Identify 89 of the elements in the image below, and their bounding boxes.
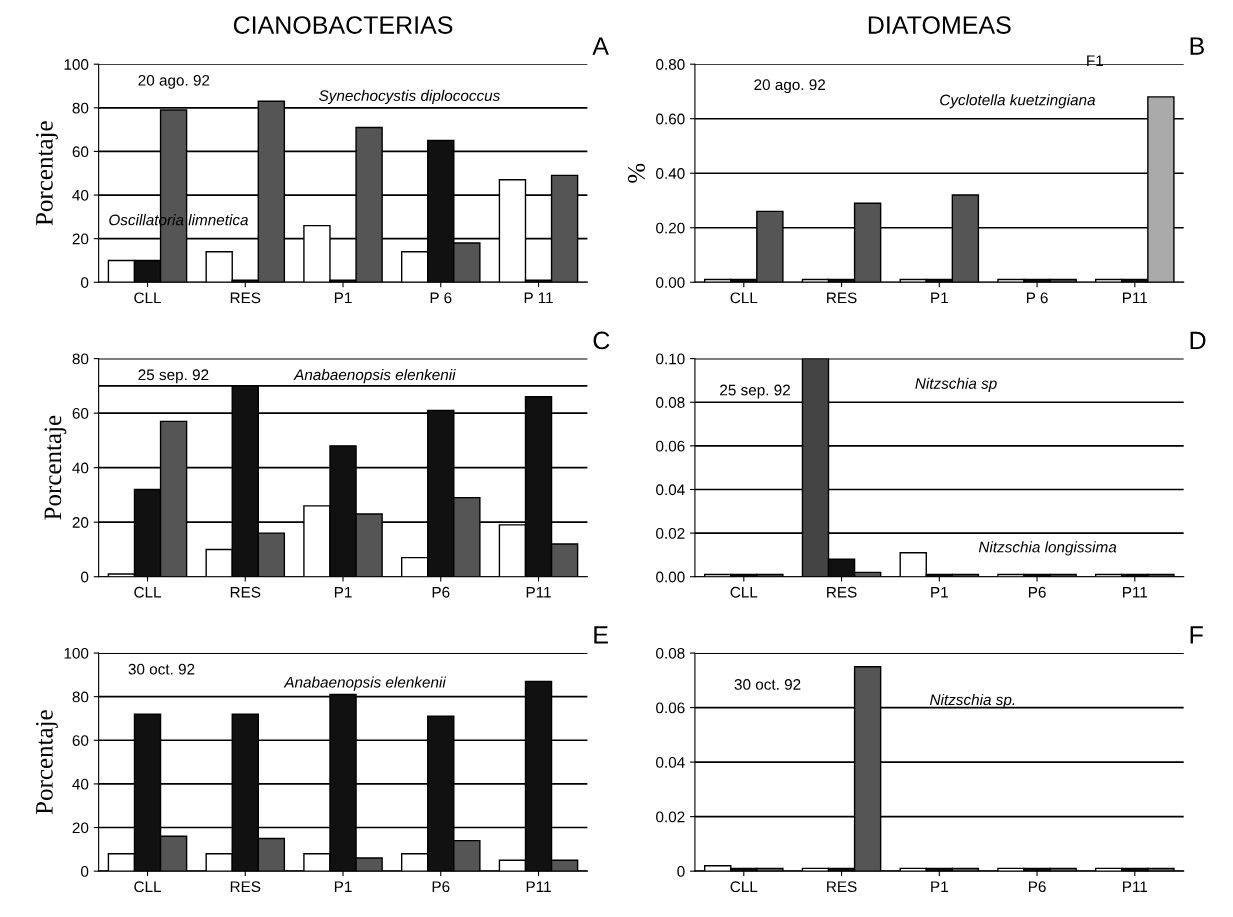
x-tick-label: P6: [1028, 881, 1046, 893]
annotation: Nitzschia sp: [915, 377, 997, 392]
x-tick-label: RES: [230, 881, 261, 893]
text: B: [1190, 37, 1204, 55]
y-tick-label: 0.00: [656, 571, 685, 583]
y-tick-label: 0.10: [656, 353, 685, 365]
y-axis-title: Porcentaje: [44, 415, 67, 520]
y-tick-label: 60: [72, 735, 89, 746]
y-tick-label: 0.00: [656, 277, 685, 288]
x-tick-label: P1: [931, 881, 948, 892]
x-tick-label: P 6: [1026, 292, 1048, 304]
y-tick-label: 20: [72, 517, 89, 528]
y-tick-label: 0.04: [656, 484, 685, 496]
text: C: [593, 331, 610, 350]
annotation: Nitzschia sp.: [930, 693, 1015, 709]
x-tick-label: CLL: [730, 292, 758, 304]
y-tick-label: 80: [72, 353, 89, 365]
y-tick-label: 40: [72, 462, 89, 474]
x-tick-label: CLL: [134, 292, 162, 304]
y-tick-label: 20: [72, 822, 89, 834]
y-tick-label: 0.06: [656, 702, 685, 714]
x-tick-label: P1: [931, 292, 948, 304]
y-tick-label: 0: [81, 571, 89, 583]
x-tick-label: P11: [526, 881, 551, 892]
y-tick-label: 60: [72, 408, 89, 419]
x-tick-label: RES: [230, 586, 261, 598]
annotation: 25 sep. 92: [138, 369, 209, 384]
text: D: [1190, 331, 1206, 350]
y-tick-label: 0.80: [656, 59, 685, 70]
x-tick-label: P 11: [524, 292, 553, 304]
y-tick-label: 40: [72, 778, 89, 790]
y-tick-label: 0.40: [656, 168, 685, 179]
x-tick-label: RES: [827, 292, 857, 304]
y-tick-label: 0.02: [656, 811, 685, 823]
annotation: 30 oct. 92: [128, 663, 195, 675]
text: E: [594, 626, 608, 644]
x-tick-label: P6: [432, 586, 450, 598]
x-tick-label: P11: [1123, 881, 1148, 892]
annotation: Cyclotella kuetzingiana: [940, 94, 1096, 109]
y-tick-label: 80: [72, 102, 89, 114]
y-tick-label: 20: [72, 233, 89, 245]
x-tick-label: P 6: [430, 292, 452, 304]
y-tick-label: 0.60: [656, 113, 685, 125]
y-tick-label: 0.06: [656, 440, 685, 452]
y-axis-title: Porcentaje: [36, 121, 58, 226]
y-tick-label: 0: [677, 866, 685, 877]
y-tick-label: 0.08: [656, 397, 685, 408]
y-axis-title: Porcentaje: [36, 710, 58, 815]
x-tick-label: P1: [334, 587, 352, 598]
y-tick-label: 0.02: [656, 527, 685, 539]
y-tick-label: 0.08: [656, 647, 685, 659]
x-tick-label: RES: [230, 292, 261, 304]
x-tick-label: CLL: [134, 586, 162, 598]
text: F: [1190, 626, 1203, 644]
annotation: 20 ago. 92: [138, 74, 210, 89]
annotation: 30 oct. 92: [734, 679, 801, 690]
y-tick-label: 0.20: [656, 222, 685, 234]
x-tick-label: P6: [1028, 586, 1046, 598]
x-tick-label: CLL: [730, 586, 758, 598]
y-tick-label: 100: [64, 647, 89, 659]
chart-title: DIATOMEAS: [868, 16, 1011, 34]
y-axis-title: %: [627, 163, 645, 183]
annotation: F1: [1087, 55, 1104, 66]
x-tick-label: P6: [432, 881, 450, 893]
annotation: 25 sep. 92: [720, 384, 790, 399]
y-tick-label: 60: [72, 146, 89, 158]
x-tick-label: P1: [334, 292, 352, 304]
x-tick-label: P1: [334, 881, 352, 892]
annotation: Nitzschia longissima: [978, 541, 1117, 556]
chart-title: CIANOBACTERIAS: [233, 16, 453, 34]
x-tick-label: CLL: [134, 881, 162, 893]
annotation: Synechocystis diplococcus: [319, 89, 500, 105]
annotation: Anabaenopsis elenkenii: [293, 368, 456, 384]
y-tick-label: 100: [64, 59, 89, 70]
y-tick-label: 0.04: [656, 756, 685, 768]
text: A: [592, 37, 609, 55]
y-tick-label: 40: [72, 189, 89, 201]
y-tick-label: 80: [72, 691, 89, 703]
x-tick-label: P11: [1123, 587, 1148, 598]
x-tick-label: P1: [931, 587, 948, 598]
y-tick-label: 0: [81, 866, 89, 877]
x-tick-label: P11: [1123, 292, 1148, 304]
x-tick-label: RES: [827, 586, 857, 598]
x-tick-label: P11: [526, 587, 551, 598]
annotation: Anabaenopsis elenkenii: [283, 676, 447, 691]
y-tick-label: 0: [81, 277, 89, 288]
x-tick-label: RES: [827, 881, 857, 893]
annotation: 20 ago. 92: [754, 79, 826, 94]
x-tick-label: CLL: [730, 881, 758, 893]
